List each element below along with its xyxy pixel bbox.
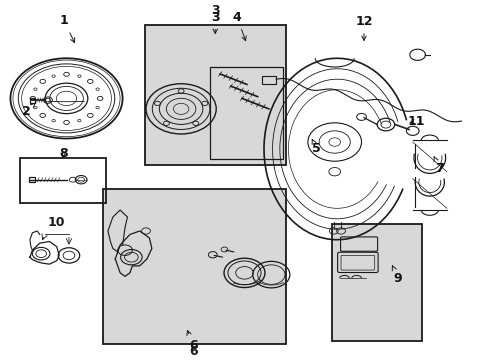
Text: 11: 11	[407, 114, 424, 127]
Bar	[210, 67, 282, 159]
Text: 5: 5	[311, 139, 321, 156]
Text: 9: 9	[391, 266, 402, 285]
Text: 3: 3	[210, 4, 219, 17]
Bar	[144, 25, 285, 165]
Bar	[331, 224, 422, 341]
Bar	[144, 25, 285, 165]
Text: 1: 1	[60, 14, 75, 42]
Text: 8: 8	[59, 147, 67, 160]
Text: 10: 10	[48, 216, 65, 229]
Text: 4: 4	[232, 11, 245, 41]
Text: 2: 2	[21, 103, 35, 118]
Text: 6: 6	[186, 330, 197, 352]
Bar	[20, 158, 105, 203]
Bar	[331, 224, 422, 341]
Text: 12: 12	[354, 15, 372, 40]
Bar	[103, 189, 285, 345]
Text: 7: 7	[433, 156, 443, 175]
Bar	[103, 189, 285, 345]
Text: 3: 3	[210, 11, 219, 33]
Text: 6: 6	[188, 346, 197, 359]
Bar	[210, 67, 282, 159]
Bar	[261, 76, 276, 85]
